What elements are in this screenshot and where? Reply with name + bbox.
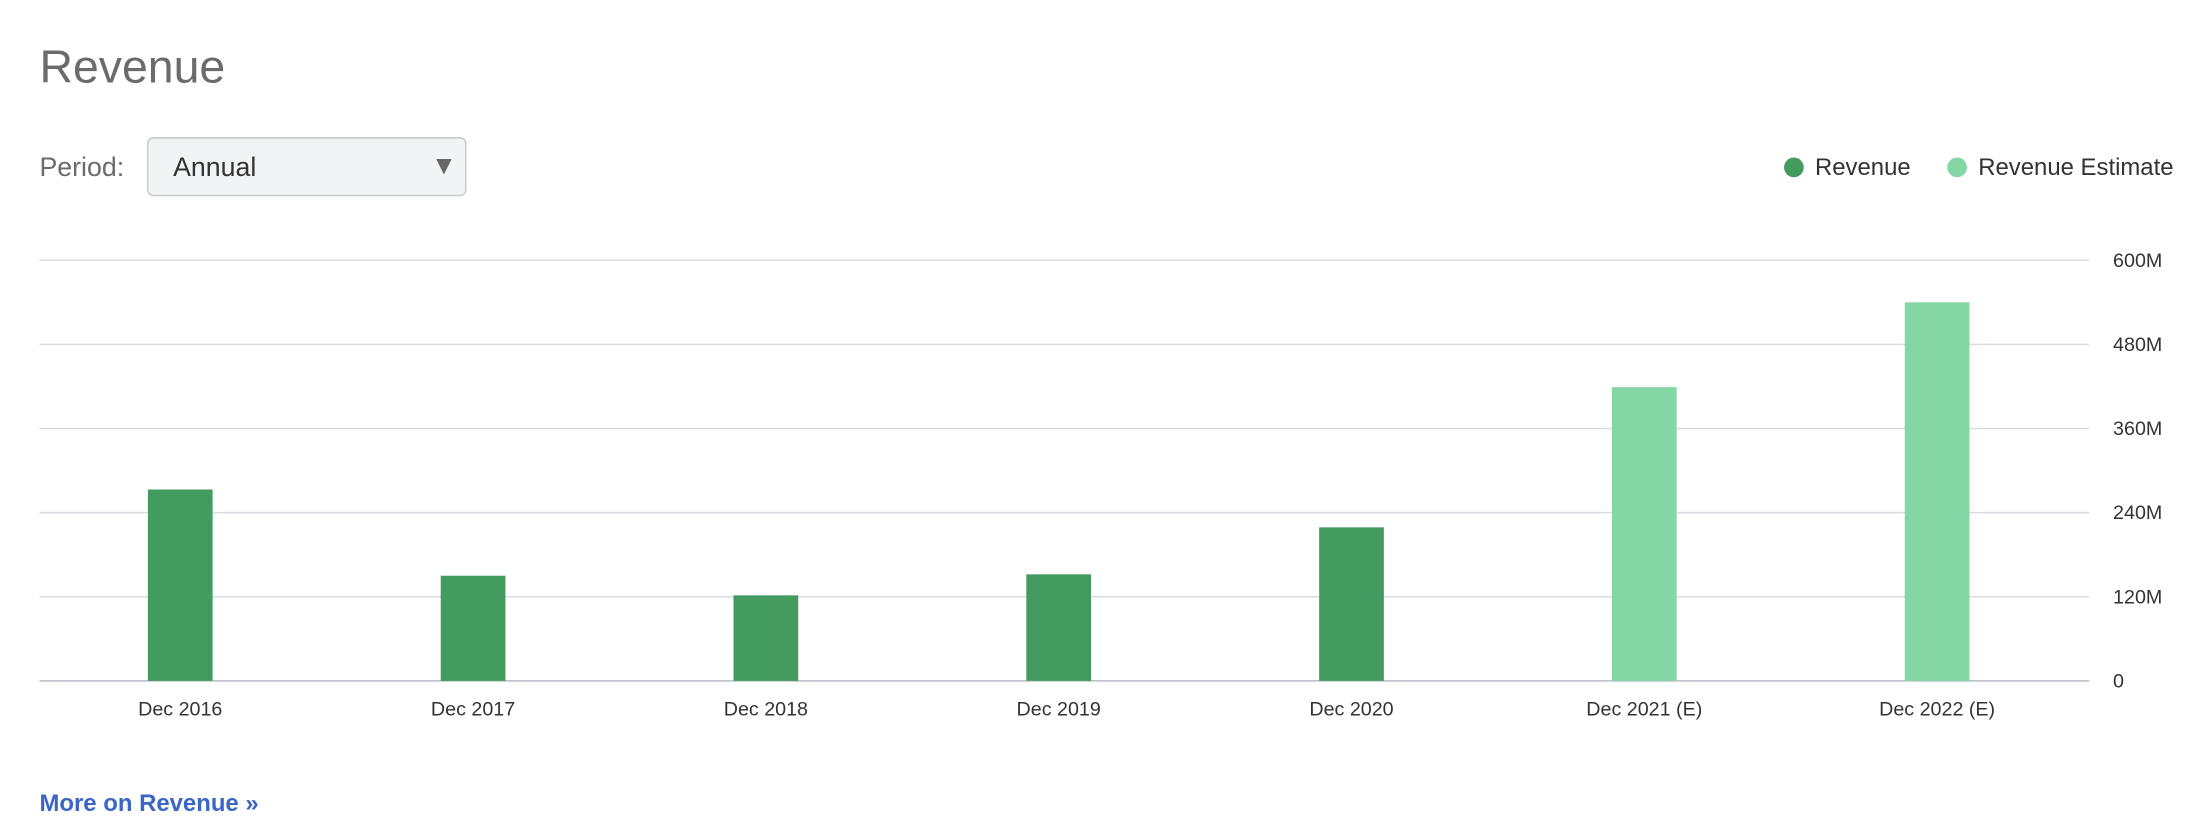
dropdown-arrow[interactable] — [436, 158, 452, 175]
x-tick-label: Dec 2022 (E) — [1879, 699, 1995, 721]
x-tick-label: Dec 2018 — [724, 699, 808, 721]
y-tick-label: 600M — [2113, 250, 2162, 272]
legend-marker — [1947, 157, 1967, 178]
bar — [147, 489, 213, 681]
chart-title: Revenue — [39, 41, 225, 93]
x-tick-label: Dec 2021 (E) — [1586, 699, 1702, 721]
bar — [1611, 387, 1677, 681]
x-tick-label: Dec 2016 — [138, 699, 222, 721]
bar — [1026, 574, 1092, 681]
legend-label: Revenue — [1815, 154, 1911, 181]
period-label: Period: — [39, 152, 124, 182]
bar — [733, 595, 799, 681]
bar — [1904, 302, 1970, 681]
bar — [440, 575, 506, 681]
y-tick-label: 480M — [2113, 334, 2162, 356]
bar — [1319, 527, 1384, 681]
dropdown-value[interactable]: Annual — [173, 152, 256, 182]
legend-marker — [1784, 157, 1804, 178]
x-tick-label: Dec 2020 — [1309, 699, 1393, 721]
y-tick-label: 120M — [2113, 586, 2162, 608]
more-link[interactable]: More on Revenue » — [39, 790, 258, 817]
dropdown-box[interactable] — [147, 137, 467, 197]
x-tick-label: Dec 2019 — [1017, 699, 1101, 721]
x-tick-label: Dec 2017 — [431, 699, 515, 721]
legend-label: Revenue Estimate — [1978, 154, 2173, 181]
period-dropdown[interactable]: Annual — [147, 137, 467, 197]
y-tick-label: 240M — [2113, 502, 2162, 524]
y-tick-label: 360M — [2113, 418, 2162, 440]
y-tick-label: 0 — [2113, 670, 2124, 692]
